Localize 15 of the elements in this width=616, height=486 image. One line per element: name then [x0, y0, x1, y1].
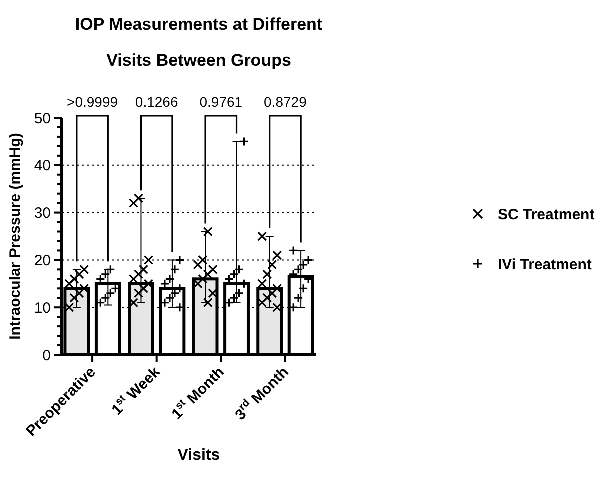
y-tick-label: 40 — [34, 158, 51, 175]
text: 0.1266 — [135, 94, 178, 110]
chart-title: IOP Measurements at Different Visits Between Groups — [75, 15, 323, 70]
y-tick-label: 30 — [34, 205, 51, 222]
legend-label: IVi Treatment — [498, 256, 592, 274]
text: >0.9999 — [67, 94, 118, 110]
y-tick-label: 50 — [34, 110, 51, 128]
y-tick-label: 20 — [34, 252, 51, 270]
y-tick-label: 0 — [42, 347, 51, 364]
text: 0.8729 — [264, 94, 308, 110]
y-tick-label: 10 — [34, 300, 51, 317]
x-axis-title: Visits — [178, 447, 220, 464]
text: 0.9761 — [200, 94, 243, 110]
legend-label: SC Treatment — [498, 206, 595, 224]
y-axis-title: Intraocular Pressure (mmHg) — [7, 133, 24, 340]
